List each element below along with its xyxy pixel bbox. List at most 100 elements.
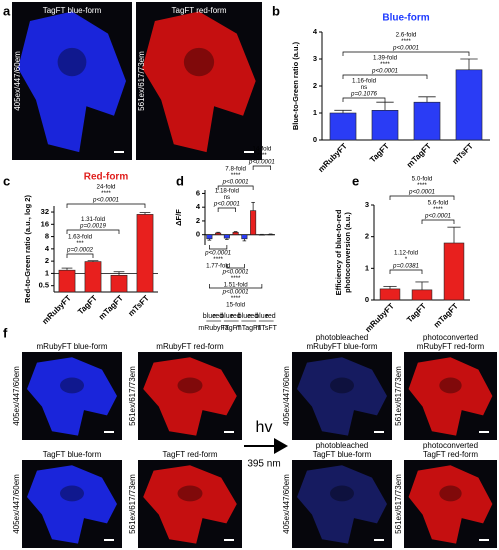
y-axis-label: Blue-to-Green ratio (a.u.) bbox=[291, 41, 300, 130]
significance-bracket bbox=[217, 207, 236, 212]
image-title: photoconverted bbox=[423, 441, 478, 450]
image-side-label: 405ex/447/60em bbox=[13, 51, 22, 111]
nucleus bbox=[330, 485, 354, 502]
cell bbox=[18, 11, 126, 153]
significance-bracket bbox=[209, 245, 228, 250]
nucleus bbox=[439, 377, 462, 394]
significance-bracket bbox=[342, 51, 470, 56]
series-label: red bbox=[266, 313, 276, 320]
y-tick-label: 16 bbox=[41, 219, 49, 228]
cell bbox=[143, 357, 237, 436]
y-tick-label: 4 bbox=[45, 244, 50, 253]
x-tick-label: mRubyFT bbox=[198, 325, 229, 332]
nucleus bbox=[330, 377, 354, 394]
panel-letter: b bbox=[272, 3, 280, 18]
y-tick-label: 0.5 bbox=[39, 281, 49, 290]
y-axis-label: ΔF/F bbox=[174, 209, 183, 226]
annotation-label: 24-fold bbox=[97, 184, 116, 191]
y-tick-label: 3 bbox=[313, 54, 317, 63]
image-side-label: 405ex/447/60em bbox=[282, 366, 291, 426]
annotation-label: 2.6-fold bbox=[396, 32, 417, 39]
series-label: blue bbox=[220, 313, 233, 320]
nucleus bbox=[183, 47, 215, 77]
annotation-p: p=0.1076 bbox=[350, 91, 378, 98]
nucleus bbox=[177, 485, 203, 502]
significance-bracket bbox=[342, 97, 386, 102]
annotation-p: p<0.0001 bbox=[371, 68, 398, 75]
image-side-label: 405ex/447/60em bbox=[12, 474, 21, 534]
annotation-stars: **** bbox=[231, 295, 241, 302]
x-tick-label: TagFT bbox=[405, 301, 428, 324]
annotation-label: 1.12-fold bbox=[394, 250, 419, 257]
annotation-stars: **** bbox=[101, 190, 111, 197]
annotation-stars: **** bbox=[417, 182, 427, 189]
series-label: blue bbox=[255, 313, 268, 320]
nucleus bbox=[177, 377, 203, 394]
significance-bracket bbox=[421, 219, 455, 224]
x-tick-label: mTsFT bbox=[126, 293, 151, 318]
significance-bracket bbox=[226, 264, 245, 269]
image-side-label: 405ex/447/60em bbox=[282, 474, 291, 534]
bar bbox=[250, 210, 257, 235]
annotation-label: 1.63-fold bbox=[68, 234, 93, 241]
image-title: photobleached bbox=[316, 333, 369, 342]
y-tick-label: 1 bbox=[45, 268, 49, 277]
annotation-stars: **** bbox=[433, 206, 443, 213]
x-tick-label: mTagFT bbox=[432, 301, 460, 329]
image-side-label: 561ex/617/73em bbox=[128, 366, 137, 426]
cell bbox=[27, 357, 117, 436]
x-tick-label: mTsFT bbox=[450, 141, 475, 166]
cell bbox=[143, 465, 237, 544]
series-label: blue bbox=[238, 313, 251, 320]
annotation-label: 1.16-fold bbox=[352, 78, 377, 85]
nucleus bbox=[439, 485, 462, 502]
cell bbox=[297, 465, 387, 544]
bar bbox=[84, 261, 102, 293]
bar bbox=[371, 110, 399, 141]
y-axis-label: Efficiency of blue-to-red bbox=[334, 209, 343, 295]
nucleus bbox=[57, 47, 87, 77]
image-title: TagFT blue-form bbox=[43, 6, 102, 15]
annotation-label: 1.31-fold bbox=[81, 216, 106, 223]
bar bbox=[215, 232, 222, 235]
series-label: blue bbox=[203, 313, 216, 320]
bar bbox=[241, 234, 248, 240]
bar bbox=[223, 234, 230, 239]
image-side-label: 561ex/617/73em bbox=[128, 474, 137, 534]
image-side-label: 561ex/617/73em bbox=[394, 474, 403, 534]
significance-bracket bbox=[252, 165, 271, 170]
bar bbox=[443, 242, 465, 301]
annotation-label: 7.8-fold bbox=[225, 166, 246, 173]
bar bbox=[413, 101, 441, 141]
x-tick-label: TagFT bbox=[221, 325, 242, 332]
significance-bracket bbox=[209, 284, 263, 289]
annotation-stars: ns bbox=[361, 84, 368, 91]
annotation-label: 1.39-fold bbox=[373, 55, 398, 62]
annotation-label: 5.6-fold bbox=[428, 200, 449, 207]
annotation-stars: **** bbox=[213, 256, 223, 263]
significance-bracket bbox=[389, 269, 423, 274]
hv-label: hv bbox=[256, 419, 273, 436]
image-side-label: 561ex/617/73em bbox=[394, 366, 403, 426]
panel-letter: f bbox=[3, 325, 8, 340]
image-title: photobleached bbox=[316, 441, 369, 450]
x-tick-label: mTsFT bbox=[256, 325, 278, 332]
annotation-p: p<0.0001 bbox=[92, 197, 119, 204]
annotation-p: p<0.0001 bbox=[424, 213, 451, 220]
wavelength-label: 395 nm bbox=[247, 459, 280, 470]
y-tick-label: 6 bbox=[196, 188, 200, 197]
chart-title: Red-form bbox=[84, 172, 129, 183]
significance-bracket bbox=[389, 195, 455, 200]
cell bbox=[27, 465, 117, 544]
annotation-stars: **** bbox=[231, 172, 241, 179]
annotation-stars: **** bbox=[231, 275, 241, 282]
annotation-p: p<0.0001 bbox=[204, 250, 231, 257]
bar bbox=[232, 231, 239, 235]
annotation-p: p<0.0001 bbox=[222, 179, 249, 186]
cell bbox=[408, 465, 493, 544]
annotation-p: p<0.0001 bbox=[222, 269, 249, 276]
y-tick-label: 3 bbox=[365, 200, 369, 209]
y-tick-label: 2 bbox=[365, 232, 369, 241]
series-label: red bbox=[231, 313, 241, 320]
